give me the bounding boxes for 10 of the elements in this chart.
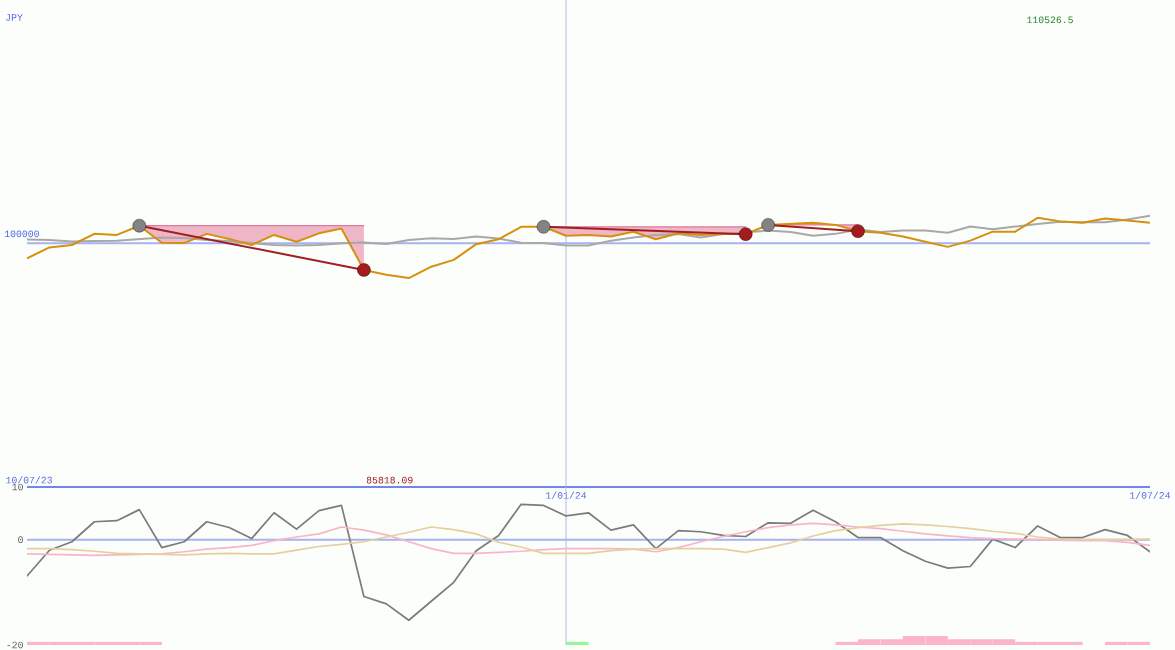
annotation: 85818.09 — [366, 476, 413, 484]
y-tick-label: 0 — [18, 536, 23, 543]
x-tick-label: 1/07/24 — [1130, 491, 1171, 499]
y-tick-label: -20 — [7, 641, 23, 649]
text: 110526.5 — [1027, 16, 1073, 24]
text: JPY — [6, 14, 23, 21]
annotation: 100000 — [4, 230, 39, 238]
y-tick-label: 10 — [12, 483, 23, 491]
annotation: 10/07/23 — [6, 476, 52, 484]
x-tick-label: 1/01/24 — [546, 491, 587, 499]
